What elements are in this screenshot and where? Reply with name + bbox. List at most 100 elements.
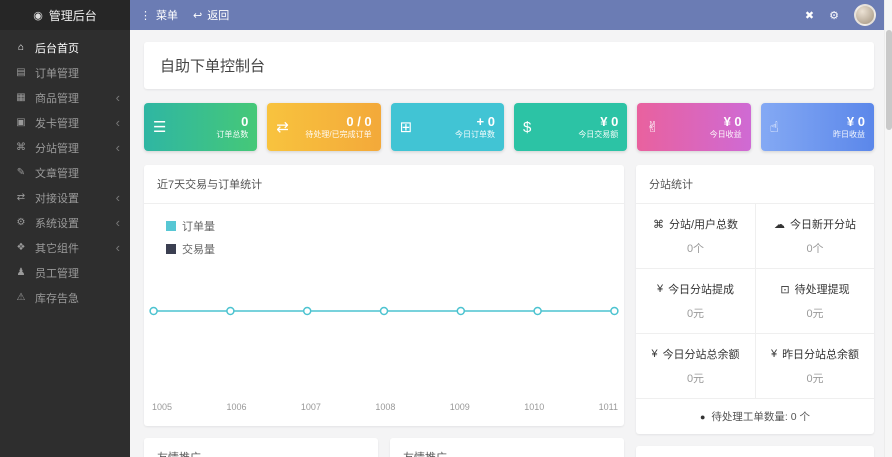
stat-card-today-orders[interactable]: ⊞ + 0 今日订单数 xyxy=(390,103,504,151)
stat-label: 今日订单数 xyxy=(454,130,495,139)
orders-icon: ▤ xyxy=(16,67,26,78)
legend-swatch-transactions xyxy=(166,244,176,254)
chart-marker xyxy=(456,306,466,316)
sidebar-item-label: 文章管理 xyxy=(35,167,79,180)
chart-marker xyxy=(533,306,542,316)
gear-icon: ⚙ xyxy=(16,217,26,228)
vertical-scrollbar[interactable] xyxy=(884,0,892,457)
chart-marker xyxy=(379,306,389,316)
wrench-icon[interactable]: ⚙ xyxy=(829,9,839,22)
home-icon: ⌂ xyxy=(17,42,25,53)
back-button-label: 返回 xyxy=(207,10,230,22)
promo-title: 友情推广 xyxy=(403,452,447,457)
chevron-left-icon: ‹ xyxy=(115,215,120,230)
pending-tickets-text: 待处理工单数量: 0 个 xyxy=(711,411,811,423)
cloud-icon: ☁ xyxy=(774,218,785,231)
stat-label: 昨日收益 xyxy=(832,130,865,139)
sitemap-icon: ⌘ xyxy=(652,218,664,231)
stat-card-order-total[interactable]: ☰ 0 订单总数 xyxy=(144,103,258,151)
page-title: 自助下单控制台 xyxy=(144,42,874,89)
yen-icon: ¥ xyxy=(770,348,778,360)
legend-label: 交易量 xyxy=(182,244,215,256)
chart-marker xyxy=(149,306,158,316)
sidebar-item-label: 商品管理 xyxy=(35,92,79,105)
calendar-plus-icon: ⊞ xyxy=(399,119,413,136)
sidebar-item-stock-alert[interactable]: ⚠ 库存告急 xyxy=(0,285,130,310)
stat-cell-pending-withdrawals: ⊡ 待处理提现 0元 xyxy=(755,268,874,333)
cell-label: 待处理提现 xyxy=(794,284,850,296)
sidebar-item-articles[interactable]: ✎ 文章管理 xyxy=(0,160,130,185)
legend-item-transactions[interactable]: 交易量 xyxy=(166,241,624,257)
stat-label: 订单总数 xyxy=(216,130,249,139)
stat-card-today-transactions[interactable]: $ ¥ 0 今日交易额 xyxy=(513,103,628,151)
stat-value: + 0 xyxy=(476,114,495,130)
cell-label: 今日分站总余额 xyxy=(662,349,740,361)
sidebar-item-label: 库存告急 xyxy=(35,292,79,305)
site-stats-grid: ⌘ 分站/用户总数 0个 ☁ 今日新开分站 0个 xyxy=(636,204,874,398)
x-axis-label: 1009 xyxy=(449,402,470,412)
stat-card-pending-completed[interactable]: ⇄ 0 / 0 待处理/已完成订单 xyxy=(267,103,381,151)
x-axis-label: 1006 xyxy=(226,402,247,412)
stat-value: ¥ 0 xyxy=(600,114,619,130)
stats-row: ☰ 0 订单总数 ⇄ 0 / 0 待处理/已完成订单 ⊞ xyxy=(144,103,874,151)
sidebar-item-home[interactable]: ⌂ 后台首页 xyxy=(0,35,130,60)
x-axis-label: 1007 xyxy=(300,402,321,412)
chevron-left-icon: ‹ xyxy=(115,140,120,155)
content-columns: 近7天交易与订单统计 订单量 交易量 xyxy=(144,165,874,457)
cell-value: 0个 xyxy=(686,243,705,255)
sidebar-item-substations[interactable]: ⌘ 分站管理 ‹ xyxy=(0,135,130,160)
cell-value: 0元 xyxy=(806,373,824,385)
stat-cell-today-commission: ¥ 今日分站提成 0元 xyxy=(636,268,755,333)
sidebar: ◉ 管理后台 ⌂ 后台首页 ▤ 订单管理 ▦ 商品管理 ‹ ▣ 发卡管理 ‹ xyxy=(0,0,130,457)
sidebar-item-label: 分站管理 xyxy=(35,142,79,155)
sidebar-item-system-settings[interactable]: ⚙ 系统设置 ‹ xyxy=(0,210,130,235)
x-axis-label: 1005 xyxy=(152,402,173,412)
sidebar-item-label: 订单管理 xyxy=(35,67,79,80)
list-icon: ☰ xyxy=(153,119,167,136)
promo-row: 友情推广 友情推广 xyxy=(144,438,624,457)
sidebar-item-docking[interactable]: ⇄ 对接设置 ‹ xyxy=(0,185,130,210)
x-axis: 1005 1006 1007 1008 1009 1010 1011 xyxy=(144,396,624,412)
sidebar-item-products[interactable]: ▦ 商品管理 ‹ xyxy=(0,85,130,110)
legend-item-orders[interactable]: 订单量 xyxy=(166,218,624,234)
warning-icon: ⚠ xyxy=(16,292,26,303)
site-stats-title: 分站统计 xyxy=(636,165,874,204)
x-axis-label: 1008 xyxy=(375,402,396,412)
sidebar-item-label: 员工管理 xyxy=(35,267,79,280)
stat-cell-yesterday-balance: ¥ 昨日分站总余额 0元 xyxy=(755,333,874,398)
sidebar-item-label: 后台首页 xyxy=(35,42,79,55)
x-axis-label: 1010 xyxy=(524,402,545,412)
person-icon: ♟ xyxy=(16,267,26,278)
pin-icon[interactable]: ✖ xyxy=(804,9,815,22)
stat-value: 0 / 0 xyxy=(346,114,372,130)
sidebar-item-cards[interactable]: ▣ 发卡管理 ‹ xyxy=(0,110,130,135)
sidebar-item-components[interactable]: ❖ 其它组件 ‹ xyxy=(0,235,130,260)
comment-icon: ● xyxy=(699,411,706,422)
cell-label: 今日分站提成 xyxy=(668,284,735,296)
stat-card-today-income[interactable]: ✌ ¥ 0 今日收益 xyxy=(637,103,751,151)
page-content: 自助下单控制台 ☰ 0 订单总数 ⇄ 0 / 0 待处理/已完成订单 xyxy=(130,30,892,457)
products-icon: ▦ xyxy=(16,92,26,103)
cell-label: 今日新开分站 xyxy=(790,219,856,231)
withdraw-icon: ⊡ xyxy=(780,283,790,296)
chart-legend: 订单量 交易量 xyxy=(144,204,624,266)
sidebar-item-label: 系统设置 xyxy=(35,217,79,230)
cell-value: 0个 xyxy=(806,243,824,255)
topbar: ⋮ 菜单 ↩ 返回 ✖ ⚙ xyxy=(130,0,892,30)
stat-text: ¥ 0 今日交易额 xyxy=(549,114,618,139)
back-button[interactable]: ↩ 返回 xyxy=(193,7,229,23)
scrollbar-thumb[interactable] xyxy=(886,30,892,130)
chevron-left-icon: ‹ xyxy=(115,90,120,105)
sidebar-item-orders[interactable]: ▤ 订单管理 xyxy=(0,60,130,85)
sidebar-item-label: 发卡管理 xyxy=(35,117,79,130)
sidebar-item-staff[interactable]: ♟ 员工管理 xyxy=(0,260,130,285)
yen-icon: ¥ xyxy=(656,283,664,295)
app-logo[interactable]: ◉ 管理后台 xyxy=(0,0,130,30)
right-column: 分站统计 ⌘ 分站/用户总数 0个 ☁ xyxy=(636,165,874,457)
menu-button[interactable]: ⋮ 菜单 xyxy=(140,7,178,23)
stat-value: 0 xyxy=(241,114,249,130)
stat-card-yesterday-income[interactable]: ☝ ¥ 0 昨日收益 xyxy=(760,103,874,151)
pending-tickets-note: ● 待处理工单数量: 0 个 xyxy=(636,398,874,434)
avatar[interactable] xyxy=(854,4,876,26)
